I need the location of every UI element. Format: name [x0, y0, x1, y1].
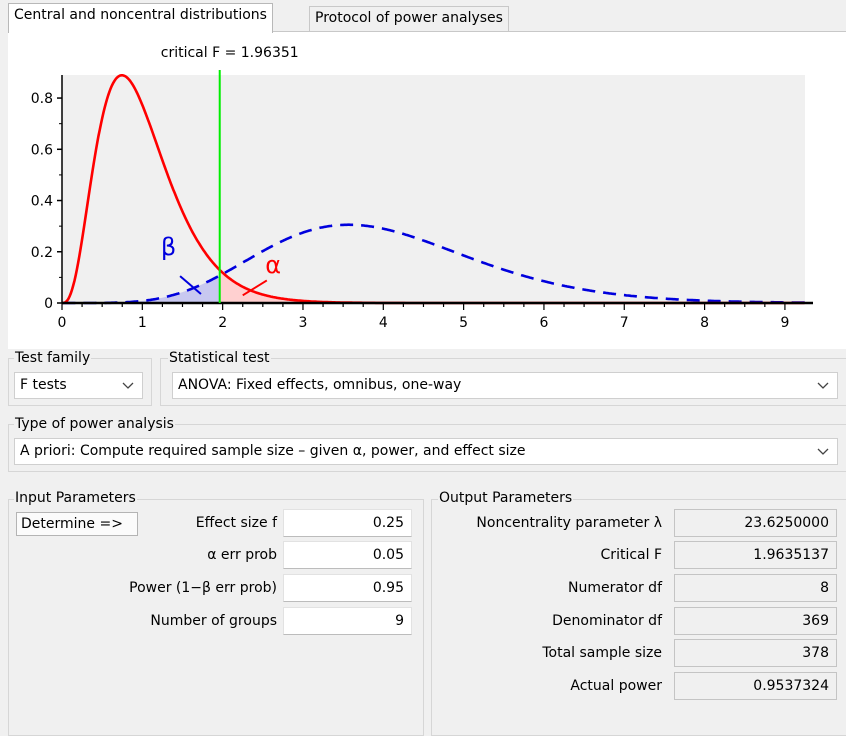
chevron-down-icon: [817, 382, 829, 389]
distribution-chart: 0 0.2 0.4 0.6 0.8 0 1 2 3 4 5 6 7 8 9 critical F = 1.96…: [31, 45, 813, 331]
statistical-test-select[interactable]: ANOVA: Fixed effects, omnibus, one-way: [172, 372, 838, 399]
plot-background: [62, 75, 805, 303]
x-tick-label: 1: [138, 315, 147, 331]
effect-size-label: Effect size f: [195, 515, 277, 531]
total-sample-size-label: Total sample size: [542, 645, 662, 661]
y-tick-label: 0.4: [31, 194, 53, 210]
input-parameters-title: Input Parameters: [14, 490, 137, 506]
critical-f-value: 1.9635137: [674, 541, 837, 569]
beta-area: [62, 275, 220, 303]
numerator-df-label: Numerator df: [567, 580, 662, 596]
x-tick-label: 9: [780, 315, 789, 331]
actual-power-value: 0.9537324: [674, 672, 837, 700]
tab-protocol[interactable]: Protocol of power analyses: [309, 6, 509, 31]
test-family-label: Test family: [14, 350, 92, 366]
power-analysis-group: [8, 424, 846, 472]
statistical-test-value: ANOVA: Fixed effects, omnibus, one-way: [178, 377, 462, 393]
denominator-df-value: 369: [674, 607, 837, 635]
x-tick-label: 6: [539, 315, 548, 331]
y-tick-label: 0.6: [31, 142, 53, 158]
alpha-err-label: α err prob: [207, 547, 277, 563]
y-tick-label: 0.8: [31, 91, 53, 107]
y-tick-label: 0.2: [31, 245, 53, 261]
noncentrality-label: Noncentrality parameter λ: [476, 515, 662, 531]
x-tick-label: 2: [218, 315, 227, 331]
critical-f-label: Critical F: [600, 547, 662, 563]
alpha-area: [219, 269, 805, 303]
x-tick-label: 5: [459, 315, 468, 331]
noncentrality-value: 23.6250000: [674, 509, 837, 537]
test-family-value: F tests: [20, 377, 67, 393]
power-label: Power (1−β err prob): [129, 580, 277, 596]
total-sample-size-value: 378: [674, 639, 837, 667]
chevron-down-icon: [817, 448, 829, 455]
effect-size-input[interactable]: 0.25: [283, 509, 412, 537]
numerator-df-value: 8: [674, 574, 837, 602]
test-family-select[interactable]: F tests: [14, 372, 143, 399]
x-tick-label: 7: [620, 315, 629, 331]
number-of-groups-input[interactable]: 9: [283, 607, 412, 635]
x-tick-label: 3: [299, 315, 308, 331]
alpha-label: α: [265, 251, 281, 279]
actual-power-label: Actual power: [570, 678, 662, 694]
x-tick-label: 4: [379, 315, 388, 331]
power-analysis-value: A priori: Compute required sample size –…: [20, 443, 526, 459]
statistical-test-label: Statistical test: [168, 350, 271, 366]
tab-distributions[interactable]: Central and noncentral distributions: [8, 3, 273, 33]
critical-f-title: critical F = 1.96351: [161, 45, 299, 61]
number-of-groups-label: Number of groups: [150, 613, 277, 629]
beta-pointer: [179, 275, 202, 295]
beta-label: β: [161, 233, 176, 261]
statistical-test-group: [160, 358, 846, 406]
output-parameters-title: Output Parameters: [438, 490, 574, 506]
y-tick-label: 0: [44, 296, 53, 312]
x-tick-label: 0: [58, 315, 67, 331]
distribution-plot-panel: 0 0.2 0.4 0.6 0.8 0 1 2 3 4 5 6 7 8 9 critical F = 1.96…: [8, 31, 846, 349]
alpha-pointer: [242, 279, 268, 297]
x-tick-label: 8: [700, 315, 709, 331]
determine-button[interactable]: Determine =>: [16, 512, 138, 536]
power-analysis-select[interactable]: A priori: Compute required sample size –…: [14, 438, 838, 465]
power-input[interactable]: 0.95: [283, 574, 412, 602]
noncentral-distribution-line: [62, 223, 805, 305]
alpha-err-input[interactable]: 0.05: [283, 541, 412, 569]
denominator-df-label: Denominator df: [552, 613, 662, 629]
power-analysis-label: Type of power analysis: [14, 416, 175, 432]
chevron-down-icon: [122, 382, 134, 389]
